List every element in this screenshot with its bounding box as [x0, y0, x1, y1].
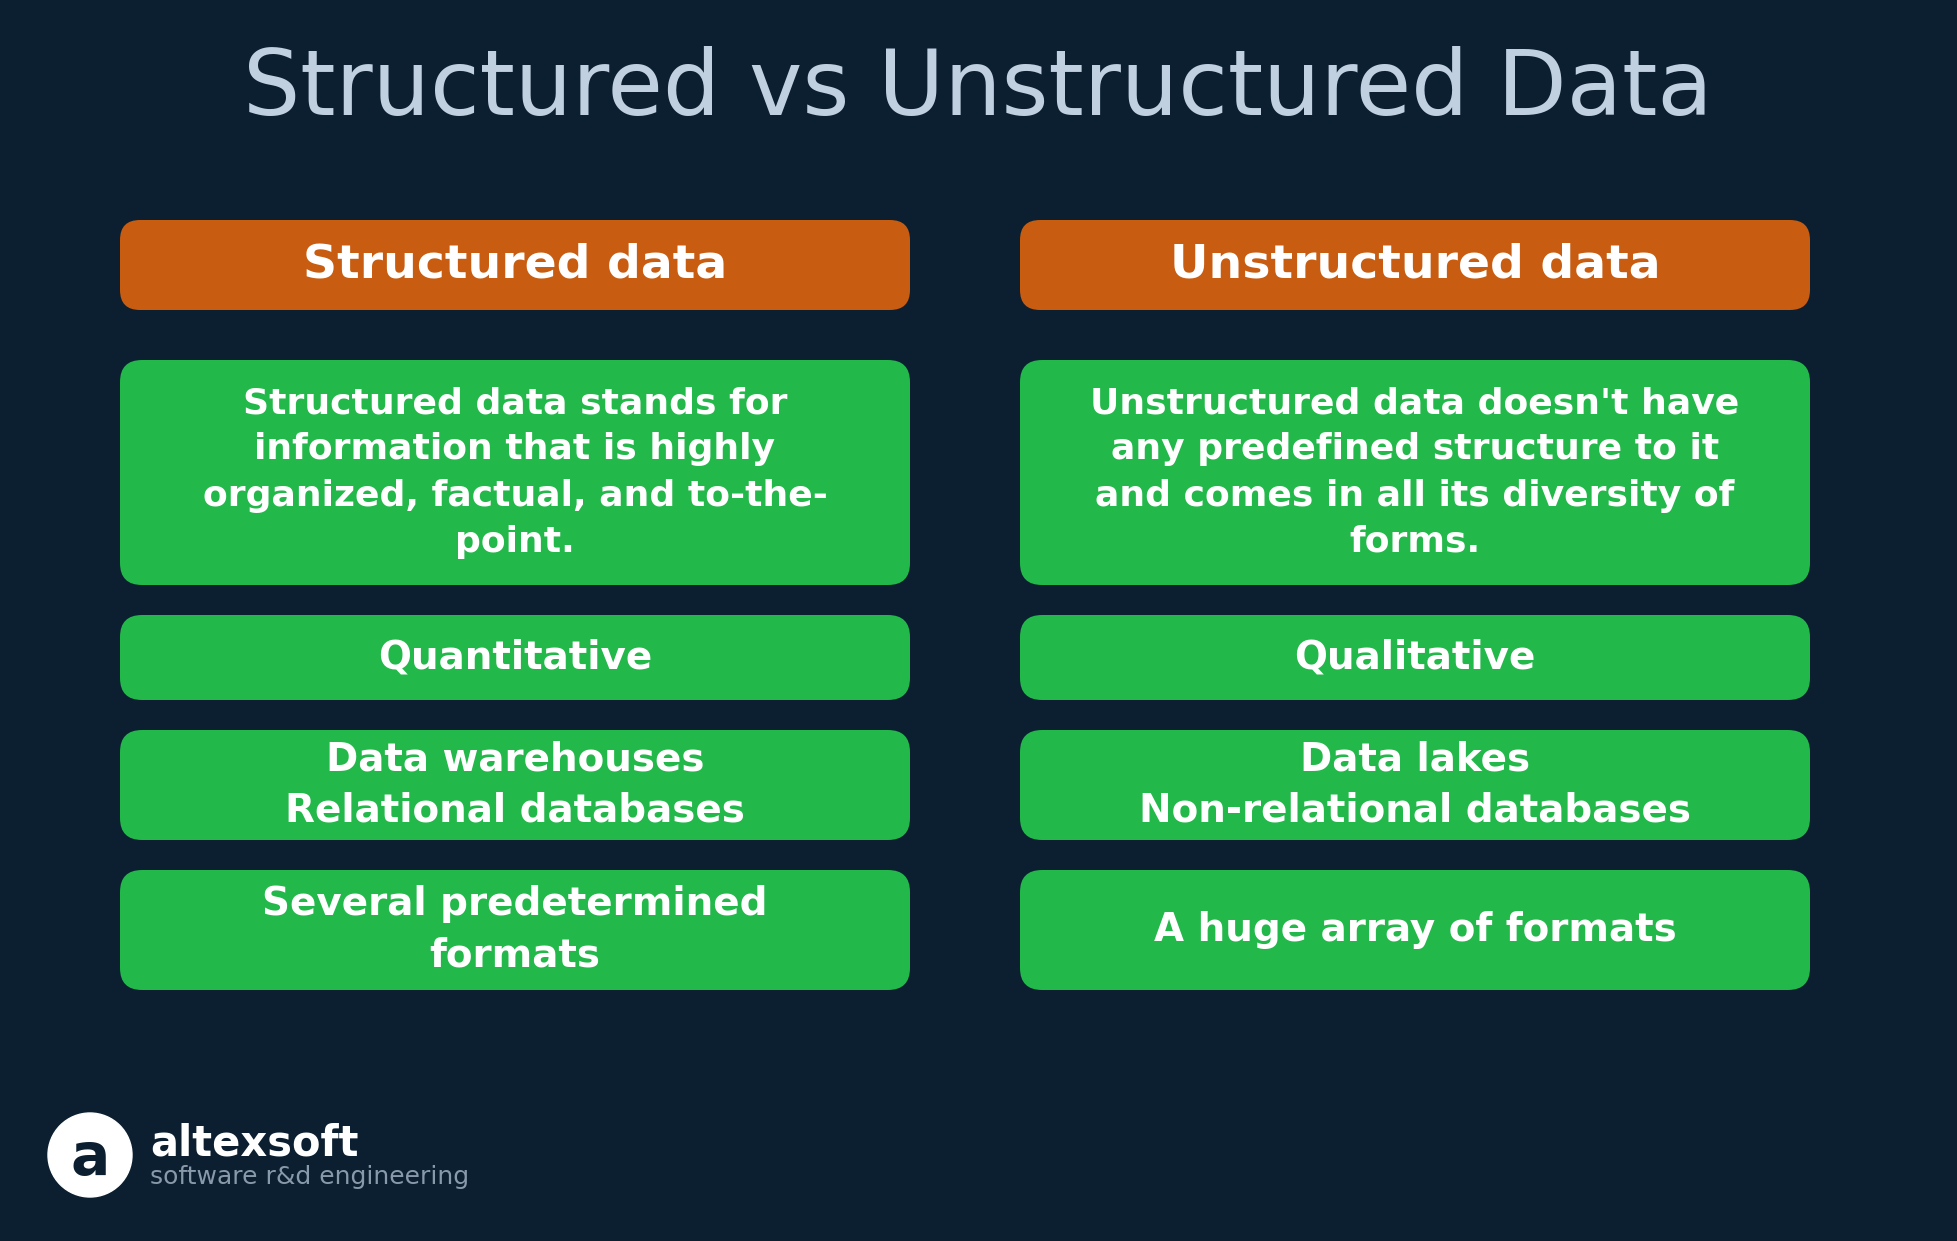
Text: Qualitative: Qualitative — [1294, 639, 1536, 676]
Text: Several predetermined
formats: Several predetermined formats — [262, 885, 767, 974]
FancyBboxPatch shape — [1020, 220, 1810, 310]
Text: Structured data: Structured data — [303, 242, 728, 288]
FancyBboxPatch shape — [1020, 616, 1810, 700]
Text: Unstructured data: Unstructured data — [1170, 242, 1660, 288]
Text: A huge array of formats: A huge array of formats — [1153, 911, 1677, 949]
Text: software r&d engineering: software r&d engineering — [151, 1165, 470, 1189]
Text: Quantitative: Quantitative — [378, 639, 652, 676]
FancyBboxPatch shape — [119, 616, 910, 700]
Text: altexsoft: altexsoft — [151, 1122, 358, 1164]
Text: Structured vs Unstructured Data: Structured vs Unstructured Data — [243, 46, 1712, 134]
Text: Structured data stands for
information that is highly
organized, factual, and to: Structured data stands for information t… — [204, 386, 828, 558]
Text: Unstructured data doesn't have
any predefined structure to it
and comes in all i: Unstructured data doesn't have any prede… — [1090, 386, 1740, 558]
Text: Data warehouses
Relational databases: Data warehouses Relational databases — [286, 740, 746, 830]
FancyBboxPatch shape — [119, 360, 910, 585]
Text: Data lakes
Non-relational databases: Data lakes Non-relational databases — [1139, 740, 1691, 830]
FancyBboxPatch shape — [1020, 870, 1810, 990]
FancyBboxPatch shape — [1020, 360, 1810, 585]
Text: a: a — [70, 1129, 110, 1186]
Circle shape — [49, 1113, 131, 1198]
FancyBboxPatch shape — [119, 870, 910, 990]
FancyBboxPatch shape — [119, 220, 910, 310]
FancyBboxPatch shape — [119, 730, 910, 840]
FancyBboxPatch shape — [1020, 730, 1810, 840]
